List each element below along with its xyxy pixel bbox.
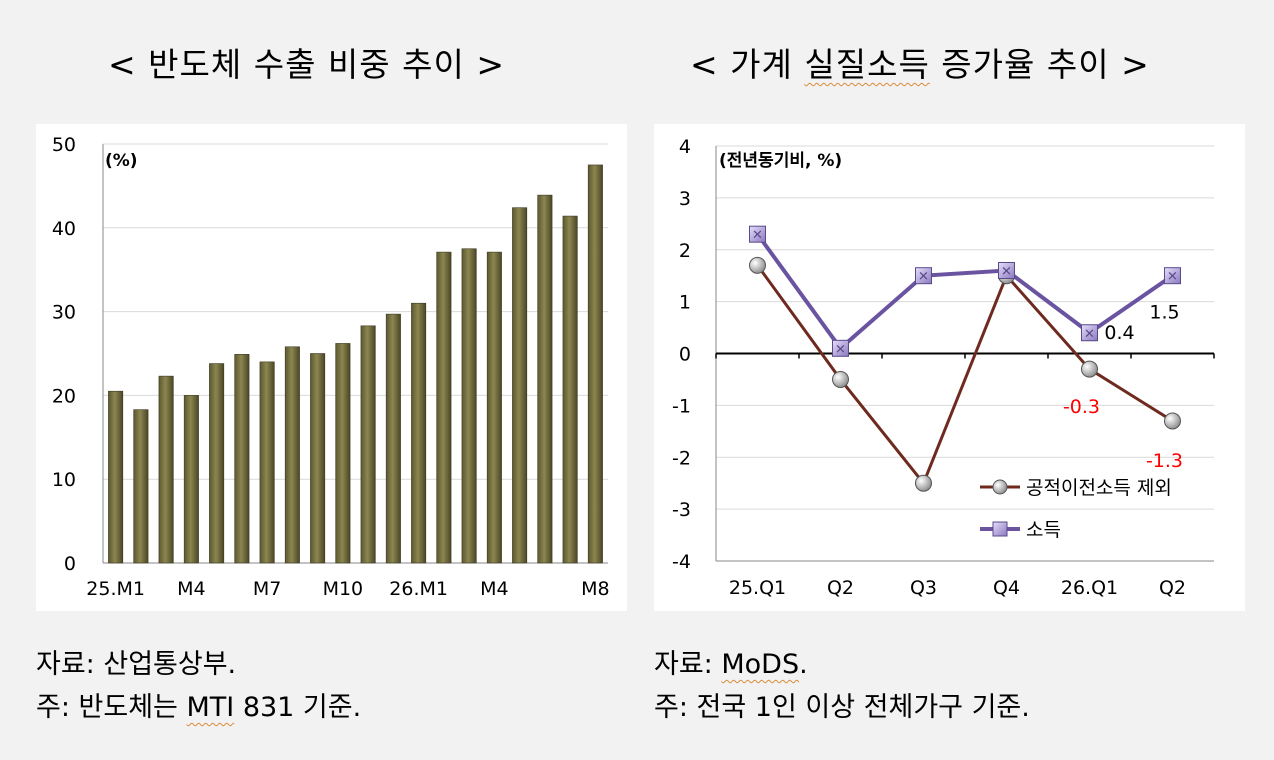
- bar: [385, 313, 401, 564]
- right-title-prefix: < 가계: [690, 45, 805, 84]
- y-tick-label: -3: [672, 499, 691, 521]
- circle-marker: [915, 474, 932, 492]
- left-source: 자료: 산업통상부.: [36, 649, 237, 680]
- y-tick-label: 30: [52, 302, 76, 324]
- bar: [335, 343, 351, 564]
- x-tick-label: 25.Q1: [729, 577, 786, 599]
- bar: [158, 375, 174, 564]
- left-note: 주: 반도체는 MTI 831 기준.: [36, 685, 361, 724]
- x-tick-label: M7: [253, 578, 281, 600]
- bar: [486, 251, 502, 564]
- bar-chart: 0 10 20 30 40 50 (%) 25.M1 M4 M7 M10 26.M1 M4 M8: [52, 134, 610, 600]
- square-marker: [832, 339, 849, 357]
- y-tick-label: 40: [52, 218, 76, 240]
- y-tick-label: 4: [679, 136, 691, 158]
- right-source-suffix: .: [799, 649, 808, 680]
- x-tick-label: Q4: [993, 577, 1020, 599]
- x-tick-label: M4: [177, 578, 205, 600]
- y-tick-label: -2: [672, 447, 691, 469]
- bar: [461, 248, 477, 564]
- right-source: 자료: MoDS.: [654, 642, 808, 681]
- bar: [133, 409, 149, 564]
- bar: [259, 361, 275, 564]
- square-marker-glyph: ✕: [1084, 327, 1095, 342]
- y-tick-label: 0: [679, 344, 691, 366]
- square-marker: [915, 267, 932, 285]
- bar: [108, 390, 124, 564]
- y-tick-label: 0: [64, 553, 76, 575]
- y-tick-label: 20: [52, 385, 76, 407]
- square-marker: [1164, 267, 1181, 285]
- circle-marker: [1081, 360, 1098, 378]
- legend-label: 소득: [1026, 519, 1061, 541]
- square-marker-glyph: ✕: [918, 270, 929, 285]
- bar: [234, 354, 250, 564]
- square-marker: [1081, 324, 1098, 342]
- square-marker-glyph: ✕: [1001, 265, 1012, 280]
- bar: [183, 395, 199, 564]
- square-marker: [998, 262, 1015, 279]
- y-tick-label: 1: [679, 292, 691, 314]
- right-title-suffix: 증가율 추이 >: [929, 45, 1150, 84]
- square-marker-glyph: ✕: [1167, 270, 1178, 285]
- y-tick-label: -4: [672, 551, 691, 573]
- x-tick-label: M8: [581, 578, 609, 600]
- x-tick-label: 25.M1: [86, 578, 145, 600]
- data-label: 0.4: [1104, 322, 1134, 344]
- data-label: 1.5: [1149, 302, 1179, 324]
- bar: [360, 325, 376, 564]
- bar: [209, 363, 225, 564]
- y-tick-label: 2: [679, 240, 691, 262]
- line-chart-panel: -4 -3 -2 -1 0 1 2 3 4 (전년동기비, %) 25.Q1 Q2 Q3 Q4 26.Q1 Q…: [654, 124, 1245, 611]
- right-note: 주: 전국 1인 이상 전체가구 기준.: [654, 692, 1030, 723]
- x-tick-label: Q2: [827, 577, 854, 599]
- y-tick-label: 10: [52, 469, 76, 491]
- circle-marker: [1164, 412, 1181, 430]
- left-note-underlined: MTI: [186, 692, 235, 723]
- y-tick-label: -1: [672, 395, 691, 417]
- bar: [411, 302, 427, 564]
- legend-label: 공적이전소득 제외: [1026, 477, 1172, 499]
- x-tick-label: Q2: [1159, 577, 1186, 599]
- right-title-underlined: 실질소득: [804, 45, 930, 84]
- series-line: [755, 233, 1174, 352]
- data-label: -1.3: [1146, 450, 1183, 472]
- unit-label: (%): [105, 151, 138, 171]
- bar: [284, 346, 300, 564]
- x-tick-label: 26.M1: [389, 578, 448, 600]
- y-tick-label: 3: [679, 188, 691, 210]
- square-marker-glyph: ✕: [752, 228, 763, 243]
- data-label: -0.3: [1063, 396, 1100, 418]
- bar: [512, 207, 528, 564]
- bar: [562, 215, 578, 564]
- left-chart-title: < 반도체 수출 비중 추이 >: [108, 45, 505, 84]
- legend-square-marker: [992, 521, 1008, 537]
- right-source-prefix: 자료:: [654, 649, 722, 680]
- y-tick-label: 50: [52, 134, 76, 156]
- circle-marker: [749, 256, 766, 274]
- bar: [537, 194, 553, 564]
- x-tick-label: M10: [323, 578, 364, 600]
- square-marker: [749, 225, 766, 243]
- right-source-underlined: MoDS: [721, 649, 800, 680]
- bar: [587, 164, 603, 564]
- bar-chart-panel: 0 10 20 30 40 50 (%) 25.M1 M4 M7 M10 26.M1 M4 M8: [36, 124, 627, 611]
- x-tick-label: 26.Q1: [1061, 577, 1118, 599]
- left-note-prefix: 주: 반도체는: [36, 692, 187, 723]
- x-tick-label: Q3: [910, 577, 937, 599]
- series-line: [756, 264, 1174, 487]
- x-tick-label: M4: [480, 578, 508, 600]
- unit-label: (전년동기비, %): [719, 151, 842, 171]
- square-marker-glyph: ✕: [835, 342, 846, 357]
- line-chart: -4 -3 -2 -1 0 1 2 3 4 (전년동기비, %) 25.Q1 Q2 Q3 Q4 26.Q1 Q…: [672, 136, 1215, 599]
- bar: [310, 353, 326, 564]
- legend-circle-marker: [992, 479, 1008, 495]
- left-note-suffix: 831 기준.: [234, 692, 362, 723]
- circle-marker: [832, 370, 849, 388]
- bar: [436, 251, 452, 564]
- right-chart-title: < 가계 실질소득 증가율 추이 >: [690, 38, 1150, 86]
